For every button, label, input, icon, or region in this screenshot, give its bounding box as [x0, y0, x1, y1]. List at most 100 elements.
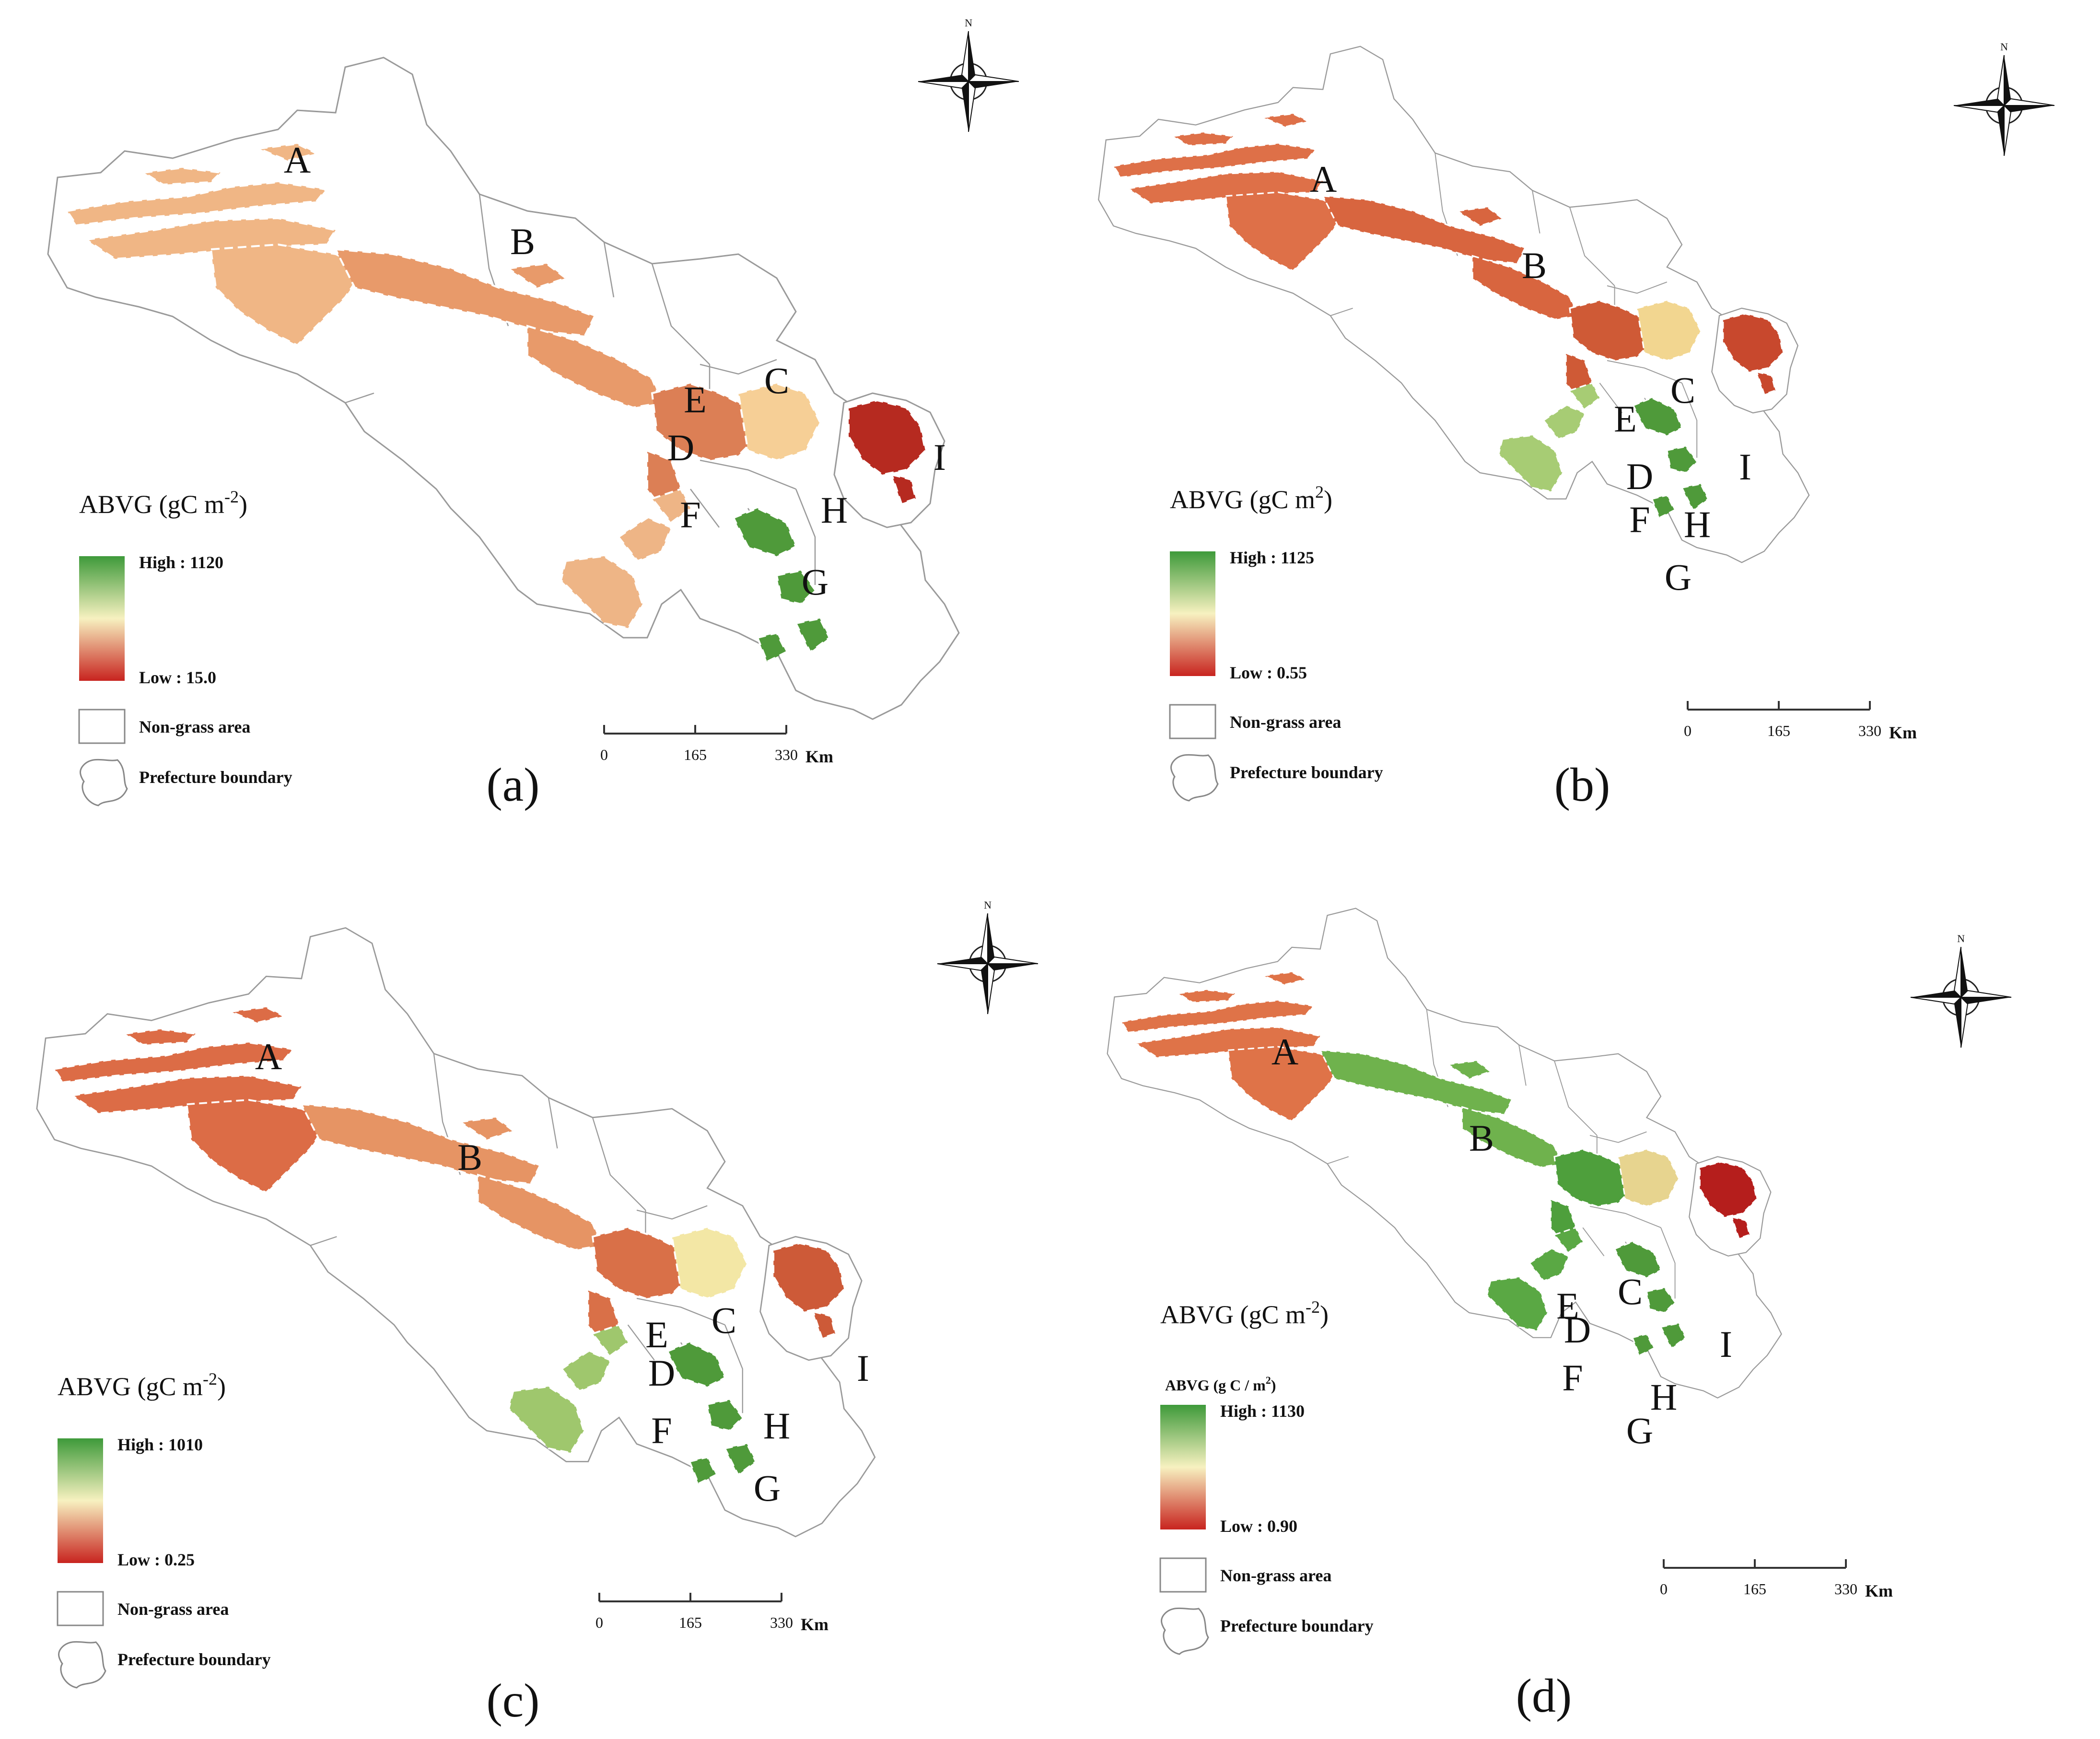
grassland-patch: [1461, 1106, 1563, 1168]
region-label: E: [1556, 1285, 1579, 1327]
legend-title: ABVG (gC m-2): [79, 487, 247, 519]
region-label: B: [510, 221, 535, 262]
map-legend: ABVG (gC m2) High : 1125 Low : 0.55 Non-gra…: [1169, 482, 1383, 802]
grassland-patch: [1227, 1046, 1343, 1122]
map-area: [36, 927, 876, 1538]
prefecture-boundary: [795, 489, 816, 585]
grassland-patch: [890, 473, 917, 505]
grassland-patch: [1471, 255, 1578, 320]
grassland-patch: [1666, 445, 1698, 474]
scale-tick-label: 165: [684, 746, 707, 763]
region-label: C: [712, 1299, 736, 1341]
grassland-patch: [560, 1350, 612, 1392]
prefecture-boundary: [700, 459, 796, 490]
scale-unit: Km: [1889, 723, 1917, 742]
grassland-patch: [1553, 1226, 1584, 1254]
scale-bar: 0 165 330 Km: [595, 1593, 828, 1634]
non-grass-swatch: [78, 709, 126, 744]
legend-title: ABVG (gC m-2): [58, 1369, 226, 1401]
prefecture-boundary: [700, 359, 777, 375]
prefecture-boundary: [1569, 207, 1615, 286]
boundary-swatch: [1161, 1607, 1209, 1655]
region-label: C: [1618, 1271, 1643, 1312]
legend-non-grass-label: Non-grass area: [1230, 712, 1341, 732]
grassland-patch: [83, 217, 338, 260]
color-ramp: [1170, 551, 1215, 676]
grassland-patch: [1455, 206, 1504, 227]
map-area: [1107, 908, 1782, 1399]
grassland-patch: [756, 631, 788, 663]
north-arrow-icon: N: [937, 899, 1038, 1015]
prefecture-boundary: [627, 1324, 655, 1361]
grassland-patch: [560, 555, 644, 630]
scale-bar: 0 165 330 Km: [1684, 701, 1917, 742]
grassland-patch: [1542, 404, 1586, 440]
grassland-patch: [526, 325, 663, 409]
grassland-patch: [1617, 1149, 1680, 1207]
region-label: F: [680, 494, 700, 536]
grassland-patch: [65, 181, 328, 227]
grassland-patch: [1568, 382, 1601, 410]
north-arrow-icon: N: [1910, 933, 2012, 1048]
scale-tick-label: 0: [600, 746, 608, 763]
grassland-patch: [1722, 313, 1784, 373]
region-label: H: [1650, 1376, 1677, 1418]
region-label: C: [764, 360, 789, 401]
region-label: G: [802, 561, 828, 603]
grassland-patch: [1171, 131, 1235, 147]
map-geometry: [1107, 908, 1782, 1399]
compass-points-light: [1910, 946, 2012, 1048]
scale-tick-label: 165: [679, 1614, 702, 1631]
legend-title-text: ABVG (gC m: [58, 1372, 203, 1401]
prefecture-boundary: [724, 1324, 743, 1413]
region-label: B: [457, 1136, 482, 1178]
legend-high-label: High : 1010: [117, 1435, 203, 1454]
compass-points-light: [1953, 55, 2055, 156]
map-area: [47, 57, 960, 720]
grassland-patch: [1120, 1000, 1315, 1033]
grassland-patch: [848, 399, 927, 476]
region-label: C: [1670, 369, 1695, 411]
legend-title-text: ABVG (gC m: [1170, 485, 1315, 514]
panel-caption: (c): [487, 1674, 540, 1727]
grassland-patch: [1260, 113, 1310, 128]
region-label: B: [1522, 245, 1547, 286]
panel-caption: (b): [1554, 758, 1610, 811]
grassland-patch: [1319, 1049, 1513, 1115]
legend-high-label: High : 1125: [1230, 548, 1314, 567]
grassland-patch: [1569, 300, 1653, 362]
prefecture-boundary: [651, 263, 710, 365]
north-label: N: [984, 899, 992, 911]
prefecture-boundary: [1607, 360, 1682, 384]
region-label: A: [1272, 1031, 1298, 1073]
region-label: E: [1614, 398, 1637, 440]
color-ramp: [1160, 1405, 1206, 1529]
grassland-patch: [1632, 397, 1683, 436]
map-geometry: [47, 57, 960, 720]
prefecture-boundary: [1660, 1227, 1676, 1299]
grassland-patch: [227, 1006, 287, 1024]
grassland-patch: [1755, 371, 1776, 396]
non-grass-swatch: [1169, 704, 1216, 739]
scale-unit: Km: [1865, 1581, 1893, 1600]
legend-title-close: ): [1320, 1300, 1329, 1329]
legend-low-label: Low : 15.0: [139, 668, 216, 687]
legend-non-grass-label: Non-grass area: [139, 717, 250, 736]
grassland-patch: [1133, 1026, 1322, 1058]
prefecture-boundary: [1589, 1206, 1661, 1228]
region-label: E: [684, 379, 707, 420]
map-legend: ABVG (gC m-2) High : 1010 Low : 0.25 Non-gr…: [57, 1369, 271, 1689]
grassland-patch: [70, 1074, 303, 1114]
region-label: F: [1629, 499, 1650, 540]
grassland-patch: [1699, 1161, 1758, 1218]
color-ramp: [58, 1438, 103, 1563]
region-label: D: [1564, 1309, 1591, 1351]
map-geometry: [36, 927, 876, 1538]
grassland-patch: [1631, 1333, 1655, 1356]
